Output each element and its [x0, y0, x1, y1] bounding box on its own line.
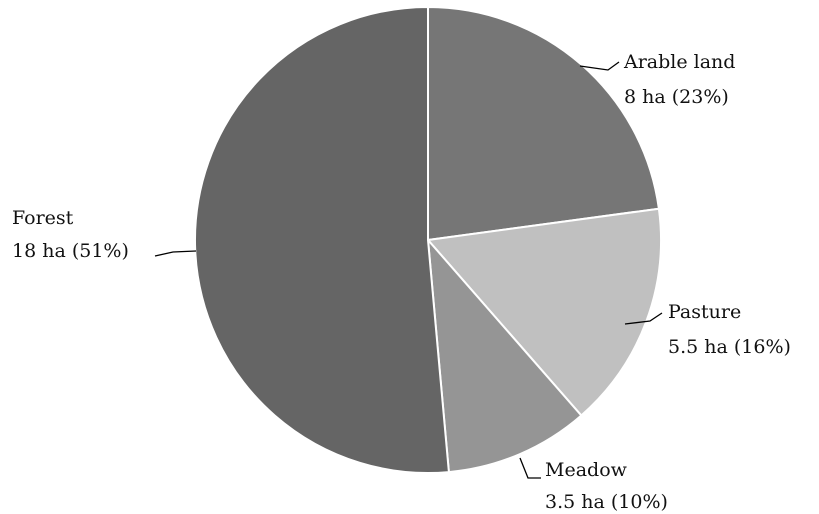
slice-value-meadow: 3.5 ha (10%) [545, 491, 668, 513]
slice-label-forest: Forest [12, 207, 74, 229]
slice-value-arable-land: 8 ha (23%) [624, 86, 729, 108]
pie-slices [193, 5, 662, 474]
pie-slice-arable-land [427, 5, 661, 242]
slice-label-arable-land: Arable land [623, 51, 735, 73]
slice-label-meadow: Meadow [545, 459, 628, 481]
slice-label-pasture: Pasture [668, 301, 741, 323]
leader-line-forest [154, 250, 197, 257]
pie-slice-forest [193, 5, 450, 474]
leader-line-arable-land [579, 61, 620, 71]
leader-lines [154, 61, 663, 479]
leader-line-pasture [624, 312, 663, 325]
slice-value-forest: 18 ha (51%) [12, 240, 129, 262]
pie-slice-meadow [426, 237, 583, 474]
slice-value-pasture: 5.5 ha (16%) [668, 336, 791, 358]
leader-line-meadow [519, 457, 541, 479]
slice-labels: Arable land 8 ha (23%) Pasture 5.5 ha (16%)… [12, 51, 791, 513]
